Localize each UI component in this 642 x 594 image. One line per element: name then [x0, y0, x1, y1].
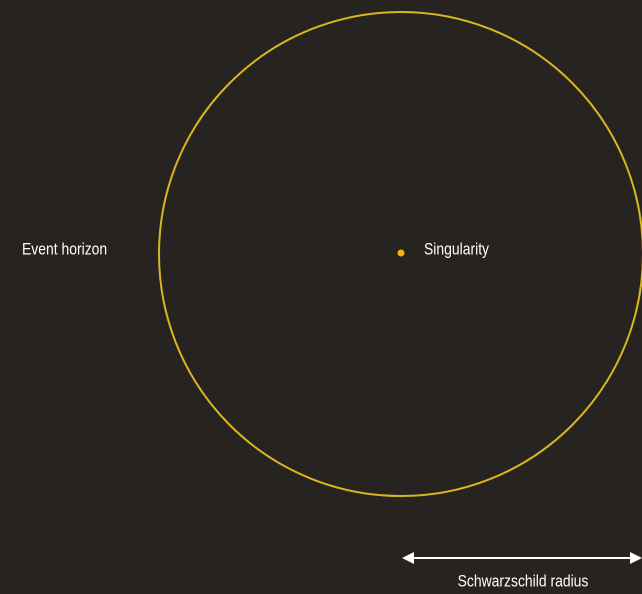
singularity-dot [397, 249, 405, 257]
arrow-head-right [630, 552, 642, 564]
event-horizon-circle [158, 11, 642, 497]
schwarzschild-radius-label: Schwarzschild radius [458, 572, 589, 591]
event-horizon-label: Event horizon [22, 240, 107, 259]
radius-arrow [402, 552, 642, 564]
singularity-label: Singularity [424, 240, 489, 259]
arrow-head-left [402, 552, 414, 564]
